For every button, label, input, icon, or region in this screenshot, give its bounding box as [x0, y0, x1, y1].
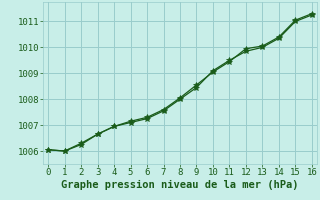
X-axis label: Graphe pression niveau de la mer (hPa): Graphe pression niveau de la mer (hPa) [61, 180, 299, 190]
